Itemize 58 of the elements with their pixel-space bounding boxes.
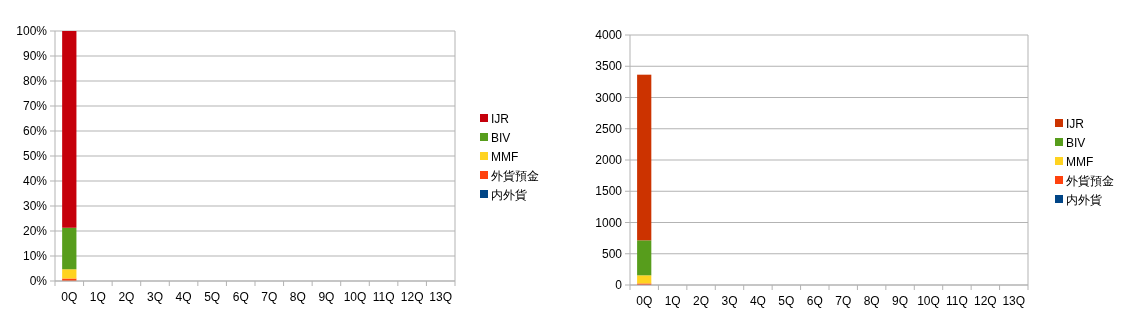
x-tick-label: 1Q <box>664 294 681 308</box>
x-tick-label: 10Q <box>343 290 367 304</box>
y-tick-label: 4000 <box>595 28 623 42</box>
x-tick-label: 6Q <box>806 294 823 308</box>
y-tick-label: 100% <box>16 24 48 38</box>
y-tick-label: 40% <box>22 174 48 188</box>
x-tick-label: 0Q <box>636 294 653 308</box>
y-tick-label: 70% <box>22 99 48 113</box>
y-tick-label: 60% <box>22 124 48 138</box>
y-tick-label: 1500 <box>595 184 623 199</box>
y-tick-label: 2000 <box>595 153 623 167</box>
x-tick-label: 2Q <box>118 290 135 304</box>
legend-label: 外貨預金 <box>1066 174 1114 188</box>
x-tick-label: 10Q <box>917 294 940 308</box>
y-tick-label: 20% <box>22 224 48 238</box>
y-tick-label: 500 <box>601 246 623 261</box>
x-tick-label: 9Q <box>318 290 335 304</box>
x-tick-label: 8Q <box>863 294 880 308</box>
x-tick-label: 12Q <box>974 294 997 308</box>
x-tick-label: 13Q <box>1002 294 1026 308</box>
y-tick-label: 2500 <box>595 121 623 136</box>
legend-label: 内外貨 <box>1066 193 1102 207</box>
x-tick-label: 3Q <box>721 294 738 308</box>
y-tick-label: 10% <box>22 249 48 263</box>
x-tick-label: 5Q <box>778 294 795 308</box>
x-tick-label: 4Q <box>175 290 192 304</box>
legend-label: IJR <box>491 112 510 126</box>
x-tick-label: 2Q <box>693 294 710 308</box>
x-tick-label: 12Q <box>400 290 424 304</box>
legend-label: BIV <box>491 131 511 145</box>
y-tick-label: 50% <box>22 149 48 163</box>
x-tick-label: 0Q <box>61 290 78 304</box>
legend-label: MMF <box>1066 155 1094 169</box>
x-tick-label: 6Q <box>232 290 249 304</box>
x-tick-label: 13Q <box>429 290 453 304</box>
y-tick-label: 1000 <box>595 215 623 230</box>
x-tick-label: 9Q <box>892 294 909 308</box>
x-tick-label: 3Q <box>146 290 164 304</box>
x-tick-label: 7Q <box>261 290 278 304</box>
x-tick-label: 8Q <box>289 290 306 304</box>
y-tick-label: 3500 <box>595 59 623 74</box>
legend-label: BIV <box>1066 136 1086 150</box>
x-tick-label: 7Q <box>835 294 852 308</box>
y-tick-label: 0 <box>615 278 623 292</box>
x-tick-label: 11Q <box>946 294 968 308</box>
x-tick-label: 1Q <box>89 290 106 304</box>
y-tick-label: 90% <box>22 49 48 63</box>
x-tick-label: 4Q <box>749 294 766 308</box>
legend-label: 内外貨 <box>491 188 527 202</box>
legend-label: 外貨預金 <box>491 169 539 183</box>
legend-label: MMF <box>491 150 519 164</box>
y-tick-label: 0% <box>29 274 48 288</box>
x-tick-label: 5Q <box>204 290 221 304</box>
y-tick-label: 3000 <box>595 90 623 105</box>
x-tick-label: 11Q <box>372 290 395 304</box>
y-tick-label: 80% <box>22 74 48 88</box>
legend-label: IJR <box>1066 117 1085 131</box>
y-tick-label: 30% <box>22 199 48 213</box>
